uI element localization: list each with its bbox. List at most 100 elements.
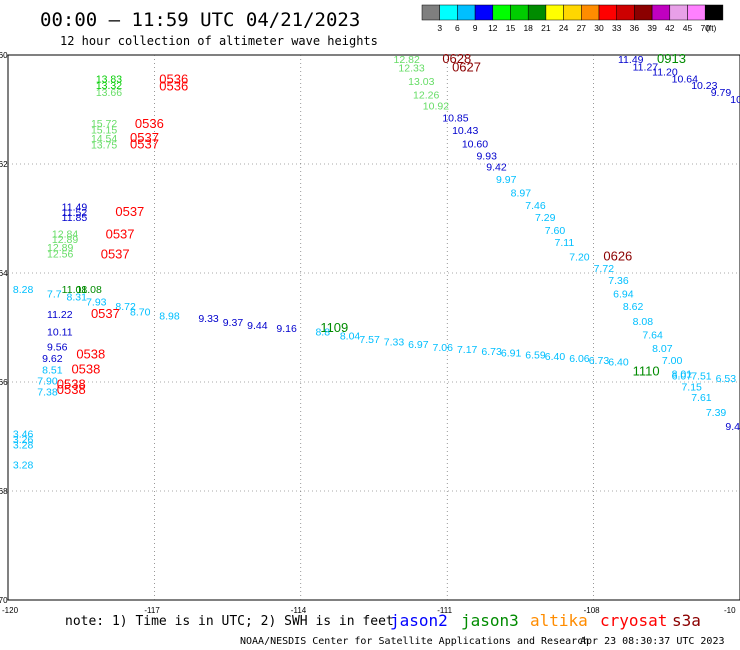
wave-height-label: 10.23 <box>691 80 717 92</box>
pass-time-label: 0628 <box>442 51 471 66</box>
wave-height-label: 3.28 <box>13 460 34 472</box>
lat-label: -68 <box>0 487 8 496</box>
wave-height-label: 11.85 <box>62 212 88 224</box>
wave-height-label: 7.51 <box>691 370 712 382</box>
pass-time-label: 1110 <box>633 363 660 378</box>
satellite-key: jason2 jason3 altika cryosat s3a <box>390 611 701 630</box>
lat-label: -64 <box>0 269 8 278</box>
wave-height-label: 11.52 <box>62 207 88 219</box>
legend-swatch <box>563 4 582 21</box>
wave-height-label: 8.98 <box>159 310 180 322</box>
wave-height-label: 10.11 <box>47 327 73 339</box>
wave-height-label: 13.03 <box>408 76 434 88</box>
wave-height-label: 9.33 <box>198 313 219 325</box>
legend-value: 39 <box>647 23 657 33</box>
wave-height-label: 6.91 <box>501 347 522 359</box>
satellite-s3a: s3a <box>672 611 701 630</box>
graticule <box>8 55 740 600</box>
wave-height-label: 7.15 <box>681 382 702 394</box>
wave-height-label: 6.40 <box>608 357 629 369</box>
legend-unit: (ft) <box>706 23 717 33</box>
legend-swatch <box>616 4 635 21</box>
lat-label: -70 <box>0 596 8 605</box>
legend-value: 12 <box>488 23 498 33</box>
wave-height-label: 9.79 <box>711 87 732 99</box>
wave-height-label: 10.64 <box>672 73 698 85</box>
wave-height-label: 8.01 <box>672 369 693 381</box>
wave-height-label: 11.22 <box>47 309 73 321</box>
legend-swatch <box>687 4 706 21</box>
lon-label: -120 <box>2 606 19 615</box>
wave-height-label: 9.37 <box>223 317 244 329</box>
legend-swatch <box>634 4 653 21</box>
map-frame <box>7 54 740 601</box>
pass-time-label: 0538 <box>57 377 86 392</box>
wave-height-label: 8.72 <box>115 301 136 313</box>
wave-height-label: 9.62 <box>42 353 63 365</box>
wave-height-label: 13.66 <box>96 87 122 99</box>
legend-swatch <box>545 4 564 21</box>
wave-height-label: 6.73 <box>589 355 610 367</box>
wave-height-label: 13.32 <box>96 80 122 92</box>
wave-height-label: 10.43 <box>452 125 478 137</box>
map-border <box>7 54 740 601</box>
legend-value: 24 <box>559 23 569 33</box>
wave-height-label: 14.54 <box>91 133 117 145</box>
wave-height-label: 6.53 <box>716 373 737 385</box>
wave-height-label: 10.85 <box>442 112 468 124</box>
wave-height-label: 12.89 <box>47 242 73 254</box>
lat-label: -66 <box>0 378 8 387</box>
timestamp: Apr 23 08:30:37 UTC 2023 <box>580 636 725 647</box>
legend-value: 45 <box>683 23 693 33</box>
legend-value: 9 <box>473 23 478 33</box>
pass-time-label: 0537 <box>101 246 130 261</box>
legend-value: 70 <box>700 23 710 33</box>
wave-height-label: 7.64 <box>642 329 663 341</box>
wave-height-label: 6.97 <box>408 339 429 351</box>
wave-height-label: 12.56 <box>47 249 73 261</box>
wave-height-label: 8.04 <box>340 330 361 342</box>
wave-height-label: 7.72 <box>594 263 615 275</box>
legend-value: 42 <box>665 23 675 33</box>
wave-height-label: 11.49 <box>618 54 644 66</box>
lon-label: -114 <box>291 606 307 615</box>
pass-time-label: 0538 <box>71 361 100 376</box>
legend-value: 36 <box>630 23 640 33</box>
credit-line: NOAA/NESDIS Center for Satellite Applica… <box>240 636 589 647</box>
wave-height-label: 9.56 <box>47 341 68 353</box>
pass-time-label: 1109 <box>320 320 348 335</box>
wave-height-label: 8.28 <box>13 284 34 296</box>
wave-height-label: 7.00 <box>662 355 683 367</box>
pass-time-label: 0627 <box>452 59 481 74</box>
wave-height-label: 6.94 <box>613 289 634 301</box>
wave-height-label: 8.31 <box>67 291 88 303</box>
wave-height-label: 11.27 <box>633 61 659 73</box>
wave-height-label: 7.46 <box>525 200 546 212</box>
wave-height-label: 7.11 <box>555 237 575 249</box>
pass-time-label: 0536 <box>159 78 188 93</box>
legend-swatch <box>421 4 440 21</box>
legend-value: 21 <box>541 23 551 33</box>
wave-height-label: 3.26 <box>13 434 34 446</box>
wave-height-label: 7.7 <box>47 289 62 301</box>
wave-height-label: 8.62 <box>623 301 644 313</box>
wave-height-label: 15.72 <box>91 118 117 130</box>
legend-swatch <box>457 4 476 21</box>
wave-height-label: 11.20 <box>652 67 678 79</box>
wave-height-label: 12.82 <box>394 54 420 66</box>
wave-height-label: 8.70 <box>130 307 151 319</box>
footnote: note: 1) Time is in UTC; 2) SWH is in fe… <box>65 614 394 629</box>
pass-time-label: 0537 <box>130 130 159 145</box>
wave-height-label: 12.33 <box>398 62 424 74</box>
wave-height-label: 3.28 <box>13 439 34 451</box>
legend-swatch <box>704 4 724 21</box>
legend-value: 6 <box>455 23 460 33</box>
wave-height-label: 9.44 <box>725 421 740 433</box>
wave-height-label: 13.75 <box>91 140 117 152</box>
satellite-cryosat: cryosat <box>600 611 667 630</box>
legend-swatch <box>598 4 617 21</box>
lon-label: -111 <box>437 606 452 615</box>
legend-swatch <box>527 4 547 21</box>
legend-swatch <box>651 4 671 21</box>
